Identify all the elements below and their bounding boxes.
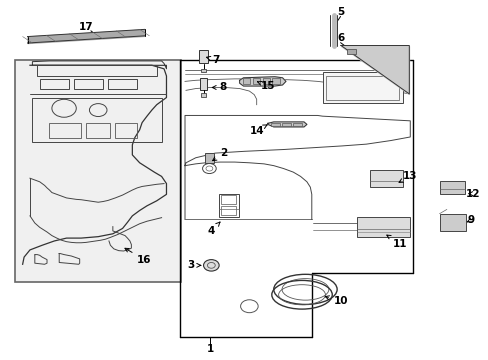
Bar bbox=[271, 123, 280, 126]
Text: 7: 7 bbox=[206, 55, 220, 65]
Polygon shape bbox=[267, 122, 306, 127]
Bar bbox=[322, 72, 402, 103]
Bar bbox=[200, 93, 206, 97]
Text: 8: 8 bbox=[212, 82, 226, 93]
Text: 16: 16 bbox=[125, 248, 151, 265]
Bar bbox=[108, 78, 137, 89]
Bar bbox=[37, 65, 157, 76]
Text: 14: 14 bbox=[249, 125, 266, 135]
Text: 11: 11 bbox=[386, 235, 407, 249]
Bar bbox=[40, 78, 69, 89]
Bar bbox=[326, 76, 398, 100]
Text: 15: 15 bbox=[257, 81, 275, 91]
Bar bbox=[272, 78, 279, 84]
Text: 9: 9 bbox=[467, 215, 474, 225]
Bar bbox=[204, 153, 214, 163]
Bar bbox=[439, 214, 466, 231]
Bar bbox=[221, 206, 235, 215]
Bar bbox=[356, 217, 409, 237]
Polygon shape bbox=[340, 45, 408, 94]
Bar bbox=[115, 123, 137, 138]
Bar bbox=[221, 195, 235, 204]
Bar bbox=[439, 181, 464, 194]
Bar bbox=[292, 123, 301, 126]
Text: 3: 3 bbox=[187, 260, 200, 270]
Text: 2: 2 bbox=[212, 148, 227, 161]
Bar bbox=[262, 78, 269, 84]
Bar bbox=[243, 78, 250, 84]
Text: 4: 4 bbox=[207, 222, 220, 236]
Bar bbox=[252, 78, 260, 84]
Bar bbox=[199, 78, 207, 90]
Text: 6: 6 bbox=[336, 33, 344, 43]
Text: 10: 10 bbox=[325, 296, 347, 306]
Text: 17: 17 bbox=[79, 22, 93, 32]
Bar bbox=[15, 60, 181, 282]
Bar bbox=[32, 98, 161, 142]
Text: 13: 13 bbox=[398, 171, 417, 183]
Text: 1: 1 bbox=[206, 343, 214, 354]
Bar bbox=[346, 49, 355, 54]
Text: 12: 12 bbox=[465, 189, 479, 199]
Bar bbox=[282, 123, 290, 126]
Bar bbox=[207, 262, 216, 269]
Bar bbox=[200, 69, 206, 72]
Bar bbox=[369, 170, 403, 187]
Polygon shape bbox=[239, 77, 285, 86]
Circle shape bbox=[203, 260, 219, 271]
Bar bbox=[49, 123, 81, 138]
Bar bbox=[74, 78, 103, 89]
Bar bbox=[199, 50, 207, 63]
Text: 5: 5 bbox=[336, 7, 344, 17]
Bar bbox=[86, 123, 110, 138]
Bar bbox=[219, 194, 238, 217]
